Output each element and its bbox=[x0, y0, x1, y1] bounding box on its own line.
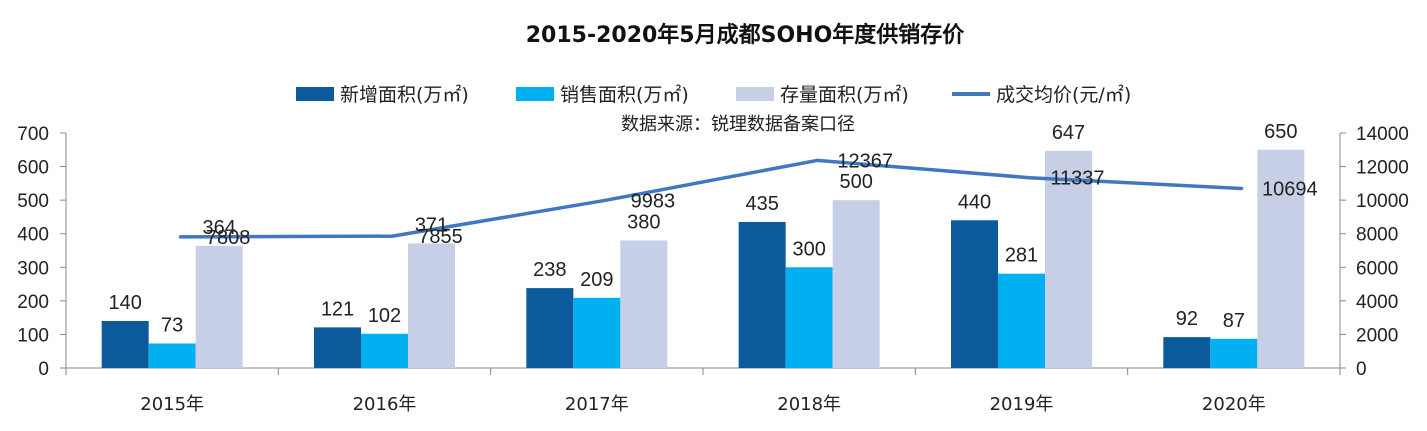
y-left-tick-label: 0 bbox=[38, 359, 49, 380]
bar-value-label: 300 bbox=[792, 238, 825, 260]
bar bbox=[195, 245, 243, 368]
y-left-tick-label: 400 bbox=[17, 225, 49, 246]
legend-label: 新增面积(万㎡) bbox=[340, 83, 469, 106]
bar bbox=[1163, 337, 1211, 368]
bar-value-label: 121 bbox=[321, 298, 354, 320]
legend-label: 存量面积(万㎡) bbox=[780, 83, 909, 106]
bar bbox=[832, 200, 880, 368]
bar-value-label: 281 bbox=[1005, 245, 1038, 267]
legend-label: 销售面积(万㎡) bbox=[560, 83, 689, 106]
bar bbox=[573, 297, 621, 368]
legend-swatch bbox=[296, 87, 334, 101]
bar-value-label: 209 bbox=[580, 269, 613, 291]
y-right-tick-label: 10000 bbox=[1356, 191, 1409, 212]
line-point bbox=[391, 234, 394, 238]
y-left-tick-label: 100 bbox=[17, 325, 49, 346]
line-point bbox=[815, 158, 819, 162]
chart-axes: 0 100 200 300 400 500 600 700 0 2000 4000 6000 8000 1… bbox=[17, 124, 1409, 415]
line-value-label: 7855 bbox=[418, 226, 463, 248]
bar-value-label: 650 bbox=[1264, 121, 1297, 143]
bar bbox=[526, 288, 574, 368]
bar bbox=[1045, 150, 1092, 368]
legend-item: 新增面积(万㎡) bbox=[296, 83, 469, 106]
data-source-note: 数据来源：锐理数据备案口径 bbox=[621, 114, 855, 135]
line-value-label: 12367 bbox=[837, 150, 893, 172]
bar bbox=[314, 327, 361, 368]
bar-value-label: 435 bbox=[745, 193, 778, 215]
bar-value-label: 102 bbox=[368, 305, 401, 327]
bar bbox=[998, 273, 1045, 368]
x-tick-label: 2017年 bbox=[565, 394, 629, 415]
y-right-tick-label: 0 bbox=[1356, 359, 1367, 380]
y-left-tick-label: 500 bbox=[17, 191, 49, 212]
y-left-tick-label: 600 bbox=[17, 158, 49, 179]
line-value-label: 7808 bbox=[206, 227, 251, 249]
line-value-label: 11337 bbox=[1050, 168, 1104, 190]
line-series bbox=[180, 158, 1242, 239]
x-tick-label: 2019年 bbox=[990, 394, 1054, 415]
line-series-group bbox=[178, 158, 1244, 239]
bar bbox=[951, 220, 998, 368]
bar bbox=[408, 243, 455, 368]
bar-value-label: 371 bbox=[415, 214, 448, 236]
line-value-label: 9983 bbox=[631, 190, 676, 212]
y-right-tick-label: 12000 bbox=[1356, 158, 1409, 179]
bar-value-label: 92 bbox=[1176, 308, 1198, 330]
y-left-tick-label: 700 bbox=[17, 124, 49, 145]
legend-item: 成交均价(元/㎡) bbox=[952, 83, 1131, 106]
bar-value-label: 440 bbox=[958, 191, 991, 213]
bar-value-label: 364 bbox=[202, 217, 235, 239]
line-point bbox=[1240, 186, 1244, 190]
y-left-tick-label: 200 bbox=[17, 292, 49, 313]
bar bbox=[148, 343, 196, 368]
x-tick-label: 2015年 bbox=[140, 394, 204, 415]
line-point bbox=[603, 198, 607, 202]
y-right-tick-label: 2000 bbox=[1356, 325, 1398, 346]
x-tick-label: 2018年 bbox=[777, 394, 841, 415]
bar-series-group bbox=[101, 149, 1305, 368]
bar-value-label: 380 bbox=[627, 211, 660, 233]
x-tick-label: 2016年 bbox=[353, 394, 417, 415]
legend-swatch bbox=[516, 87, 554, 101]
bar bbox=[785, 267, 833, 368]
y-right-tick-label: 6000 bbox=[1356, 258, 1398, 279]
chart-legend: 新增面积(万㎡) 销售面积(万㎡) 存量面积(万㎡) 成交均价(元/㎡) bbox=[296, 83, 1131, 106]
line-value-label: 10694 bbox=[1262, 178, 1318, 200]
y-left-tick-label: 300 bbox=[17, 258, 49, 279]
bar bbox=[101, 321, 149, 368]
bar-value-label: 87 bbox=[1223, 310, 1245, 332]
legend-item: 存量面积(万㎡) bbox=[736, 83, 909, 106]
bar-value-label: 647 bbox=[1052, 122, 1085, 144]
bar bbox=[738, 221, 786, 368]
bar bbox=[1257, 149, 1305, 368]
bar-value-label: 238 bbox=[533, 259, 566, 281]
legend-item: 销售面积(万㎡) bbox=[516, 83, 689, 106]
data-labels-group: 140 121 238 435 440 92 73 102 209 300 281 87 364 371 3… bbox=[108, 121, 1317, 337]
line-point bbox=[178, 235, 182, 239]
bar-value-label: 140 bbox=[108, 292, 141, 314]
bar-value-label: 73 bbox=[161, 314, 183, 336]
bar bbox=[1210, 338, 1258, 368]
x-tick-label: 2020年 bbox=[1202, 394, 1266, 415]
y-right-tick-label: 4000 bbox=[1356, 292, 1398, 313]
legend-label: 成交均价(元/㎡) bbox=[996, 83, 1131, 106]
y-right-tick-label: 14000 bbox=[1356, 124, 1409, 145]
bar bbox=[361, 333, 408, 368]
y-right-tick-label: 8000 bbox=[1356, 225, 1398, 246]
chart-title: 2015-2020年5月成都SOHO年度供销存价 bbox=[526, 22, 966, 48]
bar-value-label: 500 bbox=[839, 171, 872, 193]
line-point bbox=[1028, 176, 1031, 180]
legend-swatch bbox=[736, 87, 774, 101]
bar bbox=[620, 240, 668, 368]
